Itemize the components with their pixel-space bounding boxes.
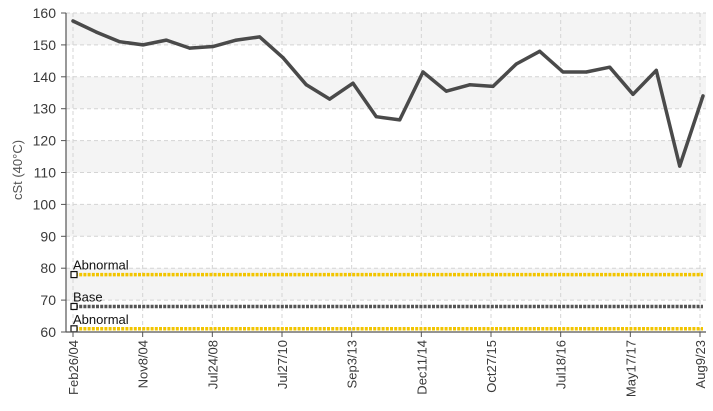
plot-band [66, 13, 706, 45]
data-point [678, 164, 682, 168]
x-tick-label: Feb26/04 [66, 340, 81, 395]
data-point [654, 68, 658, 73]
series-layer [71, 19, 705, 168]
y-tick-label: 100 [33, 196, 57, 212]
data-point [584, 70, 588, 74]
data-point [444, 89, 448, 93]
x-tick-labels: Feb26/04 Nov8/04 Jul24/08 Jul27/10 Sep3/13 De… [66, 340, 708, 397]
data-point [561, 70, 565, 74]
data-point [71, 19, 75, 23]
data-point [514, 62, 518, 66]
plot-band [66, 76, 706, 109]
y-tick-label: 130 [33, 101, 57, 117]
series-line [71, 19, 705, 168]
y-tick-labels: 60 70 80 90 100 110 120 130 140 150 160 [33, 5, 57, 340]
y-tick-label: 120 [33, 133, 57, 149]
data-point [258, 35, 262, 39]
y-tick-label: 90 [40, 228, 56, 244]
reference-label: Base [73, 289, 103, 304]
reference-lines: Abnormal Base Abnormal [70, 258, 703, 333]
data-point [468, 83, 472, 87]
y-axis-label: cSt (40°C) [10, 140, 25, 200]
x-tick-label: Jul27/10 [275, 340, 290, 389]
y-tick-label: 160 [33, 5, 57, 21]
data-point [118, 40, 122, 44]
x-tick-label: Oct27/15 [484, 340, 499, 393]
x-tick-label: Nov8/04 [136, 340, 151, 388]
x-tick-label: Jul18/16 [554, 340, 569, 389]
plot-bands [66, 13, 706, 301]
x-tick-label: Sep3/13 [345, 340, 360, 388]
grid [66, 12, 706, 332]
data-point [188, 46, 192, 50]
data-point [538, 49, 542, 53]
plot-band [66, 204, 706, 237]
data-point [398, 118, 402, 122]
x-tick-label: May17/17 [623, 340, 638, 397]
data-point [234, 38, 238, 42]
reference-label: Abnormal [73, 258, 129, 273]
data-point [351, 81, 355, 85]
x-tick-label: Aug9/23 [693, 340, 708, 388]
data-point [141, 43, 145, 47]
y-tick-label: 70 [40, 292, 56, 308]
y-tick-label: 60 [40, 324, 56, 340]
data-point [94, 30, 98, 34]
data-point [631, 92, 635, 96]
y-tick-label: 80 [40, 260, 56, 276]
y-tick-label: 150 [33, 37, 57, 53]
x-tick-label: Dec11/14 [414, 340, 429, 395]
data-point [374, 115, 378, 119]
data-point [701, 94, 705, 98]
data-point [328, 97, 332, 101]
plot-band [66, 140, 706, 173]
x-tick-label: Jul24/08 [205, 340, 220, 389]
data-point [491, 84, 495, 88]
axes [61, 12, 706, 337]
data-point [211, 44, 215, 49]
reference-marker [70, 270, 78, 279]
data-point [164, 38, 168, 42]
data-point [421, 70, 425, 74]
reference-marker [70, 302, 78, 311]
reference-label: Abnormal [73, 312, 129, 327]
y-tick-label: 140 [33, 69, 57, 85]
data-point [304, 83, 308, 87]
data-point [281, 56, 285, 60]
y-tick-label: 110 [34, 165, 57, 181]
data-point [608, 65, 612, 69]
